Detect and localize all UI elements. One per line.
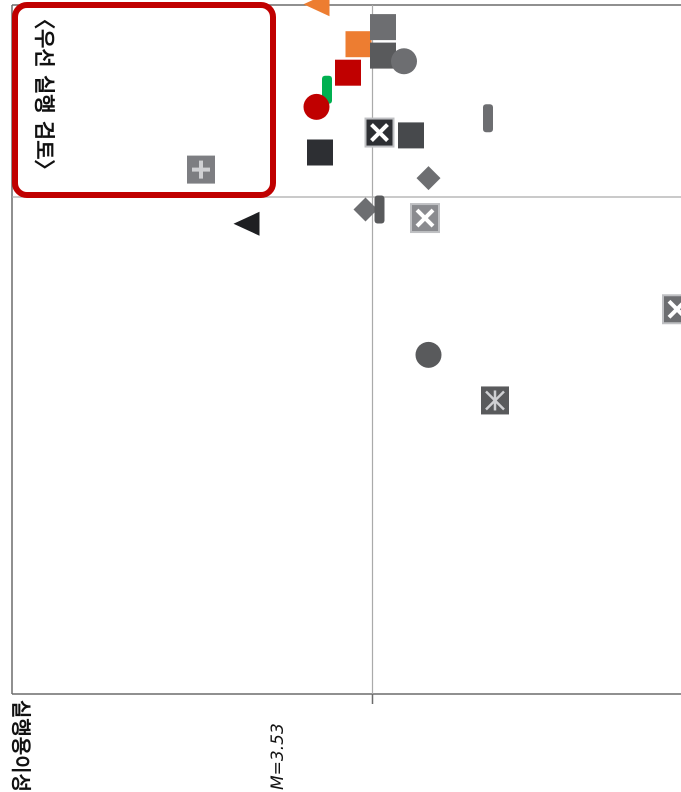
data-point: [662, 294, 681, 325]
reference-lines: [12, 5, 681, 704]
data-point: [374, 195, 385, 224]
data-point: [335, 59, 361, 86]
data-point: [416, 166, 441, 191]
data-point: [303, 93, 330, 120]
data-point: [398, 122, 424, 149]
highlight-border: [12, 2, 276, 198]
data-point: [303, 0, 330, 17]
data-point: [233, 211, 260, 236]
data-point: [353, 197, 378, 222]
data-point: [481, 386, 509, 415]
data-point: [410, 203, 440, 234]
data-point: [483, 104, 493, 133]
data-point: [307, 139, 333, 166]
chart-axes: [11, 4, 681, 695]
priority-highlight-box: [12, 2, 276, 198]
x-axis-label: 실행용이성: [9, 700, 33, 792]
data-point: [364, 117, 395, 148]
highlight-label: 〈우선 실행 검토〉: [32, 8, 56, 181]
data-point: [187, 155, 215, 184]
data-point: [415, 341, 442, 368]
data-point: [345, 31, 372, 58]
reference-line-label: M=3.53: [268, 723, 288, 790]
data-point: [370, 14, 396, 41]
chart-marks: [187, 0, 681, 415]
data-point: [391, 48, 417, 75]
